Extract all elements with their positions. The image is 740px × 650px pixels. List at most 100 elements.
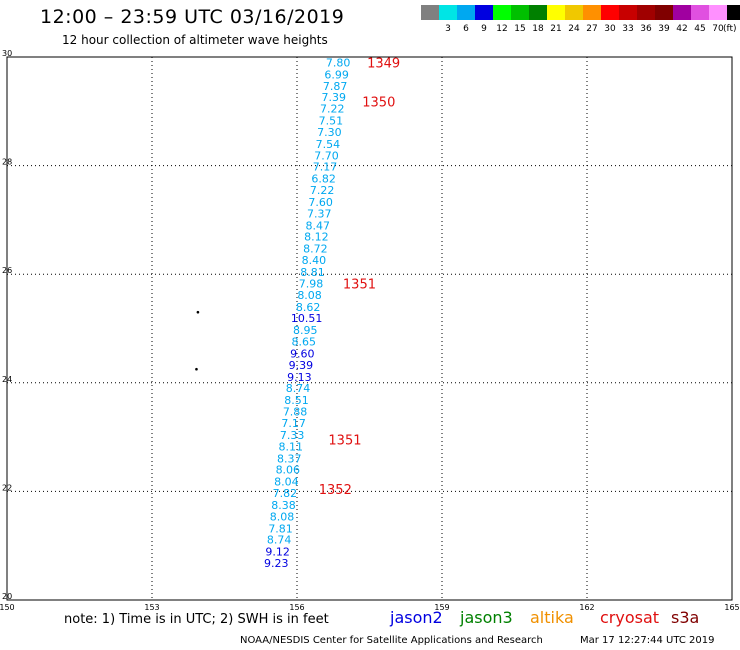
- credit-line: NOAA/NESDIS Center for Satellite Applica…: [240, 635, 543, 646]
- wave-height-value: 8.81: [300, 266, 325, 279]
- legend-swatch: [511, 5, 529, 20]
- satellite-jason2-label: jason2: [390, 608, 443, 627]
- legend-swatch: [619, 5, 637, 20]
- legend-swatch: [727, 5, 740, 20]
- lon-tick-label: 165: [724, 603, 739, 612]
- legend-unit: (ft): [723, 24, 737, 34]
- legend-label: 6: [463, 24, 469, 34]
- wave-height-value: 7.22: [310, 184, 335, 197]
- wave-height-value: 8.74: [267, 534, 292, 547]
- legend-swatch: [421, 5, 439, 20]
- wave-height-value: 8.65: [292, 336, 317, 349]
- wave-height-value: 7.39: [321, 91, 346, 104]
- legend-label: 9: [481, 24, 487, 34]
- island-dot: [195, 367, 198, 371]
- lat-tick-label: 20: [2, 592, 12, 601]
- wave-height-value: 9.13: [287, 371, 312, 384]
- lat-tick-label: 26: [2, 266, 12, 275]
- wave-height-value: 10.51: [291, 312, 323, 325]
- pass-number-label: 1351: [328, 433, 361, 448]
- legend-label: 42: [676, 24, 688, 34]
- legend-swatch: [601, 5, 619, 20]
- legend-swatch: [493, 5, 511, 20]
- wave-height-value: 8.11: [278, 440, 303, 453]
- legend-swatch: [691, 5, 709, 20]
- pass-number-label: 1351: [343, 277, 376, 292]
- legend-swatch: [709, 5, 727, 20]
- map-subtitle: 12 hour collection of altimeter wave hei…: [62, 33, 328, 47]
- wave-height-value: 8.38: [271, 499, 296, 512]
- wave-height-value: 7.80: [326, 56, 351, 69]
- footer-note: note: 1) Time is in UTC; 2) SWH is in fe…: [64, 612, 329, 627]
- satellite-s3a-label: s3a: [671, 608, 700, 627]
- map-frame: [6, 56, 733, 601]
- legend-swatch: [475, 5, 493, 20]
- lat-tick-label: 28: [2, 158, 12, 167]
- wave-height-value: 7.87: [323, 80, 348, 93]
- wave-height-value: 8.37: [277, 452, 302, 465]
- lat-tick-label: 30: [2, 49, 12, 58]
- legend-swatch: [529, 5, 547, 20]
- wave-height-value: 8.72: [303, 243, 328, 256]
- legend-swatch: [655, 5, 673, 20]
- legend-label: 39: [658, 24, 670, 34]
- lon-tick-label: 159: [434, 603, 449, 612]
- legend-label: 18: [532, 24, 544, 34]
- legend-swatch: [565, 5, 583, 20]
- wave-height-value: 8.12: [304, 231, 329, 244]
- wave-height-value: 8.47: [306, 219, 331, 232]
- wave-height-value: 9.60: [290, 347, 315, 360]
- wave-height-value: 7.17: [313, 161, 338, 174]
- legend-swatch: [439, 5, 457, 20]
- legend-label: 15: [514, 24, 526, 34]
- satellite-cryosat-label: cryosat: [600, 608, 660, 627]
- wave-height-value: 9.39: [289, 359, 314, 372]
- wave-height-value: 7.22: [320, 103, 345, 116]
- wave-height-value: 8.40: [302, 254, 327, 267]
- wave-height-value: 7.70: [314, 149, 339, 162]
- satellite-jason3-label: jason3: [460, 608, 513, 627]
- wave-height-value: 9.23: [264, 557, 289, 570]
- legend-label: 12: [496, 24, 508, 34]
- wave-height-value: 7.60: [308, 196, 333, 209]
- wave-height-value: 8.95: [293, 324, 318, 337]
- wave-height-value: 8.62: [296, 301, 321, 314]
- wave-height-value: 7.33: [280, 429, 305, 442]
- legend-swatch: [457, 5, 475, 20]
- wave-height-value: 8.08: [270, 510, 295, 523]
- wave-height-value: 9.12: [265, 546, 290, 559]
- legend-label: 21: [550, 24, 562, 34]
- island-dot: [196, 310, 200, 314]
- legend-swatch: [583, 5, 601, 20]
- legend-label: 30: [604, 24, 616, 34]
- lat-tick-label: 22: [2, 483, 12, 492]
- wave-height-value: 7.98: [299, 277, 324, 290]
- lat-tick-label: 24: [2, 375, 12, 384]
- pass-number-label: 1349: [367, 56, 400, 71]
- wave-height-value: 7.82: [273, 487, 298, 500]
- lon-tick-label: 162: [579, 603, 594, 612]
- legend-label: 36: [640, 24, 652, 34]
- lon-tick-label: 153: [144, 603, 159, 612]
- wave-height-value: 8.74: [286, 382, 311, 395]
- legend-label: 45: [694, 24, 706, 34]
- wave-height-value: 7.88: [283, 406, 308, 419]
- map-title: 12:00 – 23:59 UTC 03/16/2019: [40, 6, 345, 28]
- legend-swatch: [547, 5, 565, 20]
- wave-height-value: 7.17: [281, 417, 306, 430]
- legend-label: 27: [586, 24, 598, 34]
- wave-height-value: 8.51: [284, 394, 309, 407]
- lon-tick-label: 150: [0, 603, 15, 612]
- wave-height-value: 7.37: [307, 207, 332, 220]
- legend-swatch: [637, 5, 655, 20]
- lon-tick-label: 156: [289, 603, 304, 612]
- wave-height-value: 8.06: [276, 464, 301, 477]
- pass-number-label: 1350: [362, 96, 395, 111]
- wave-height-value: 7.81: [268, 522, 293, 535]
- legend-label: 3: [445, 24, 451, 34]
- legend-label: 33: [622, 24, 634, 34]
- wave-height-value: 6.82: [311, 173, 336, 186]
- wave-height-value: 8.08: [297, 289, 322, 302]
- satellite-altika-label: altika: [530, 608, 574, 627]
